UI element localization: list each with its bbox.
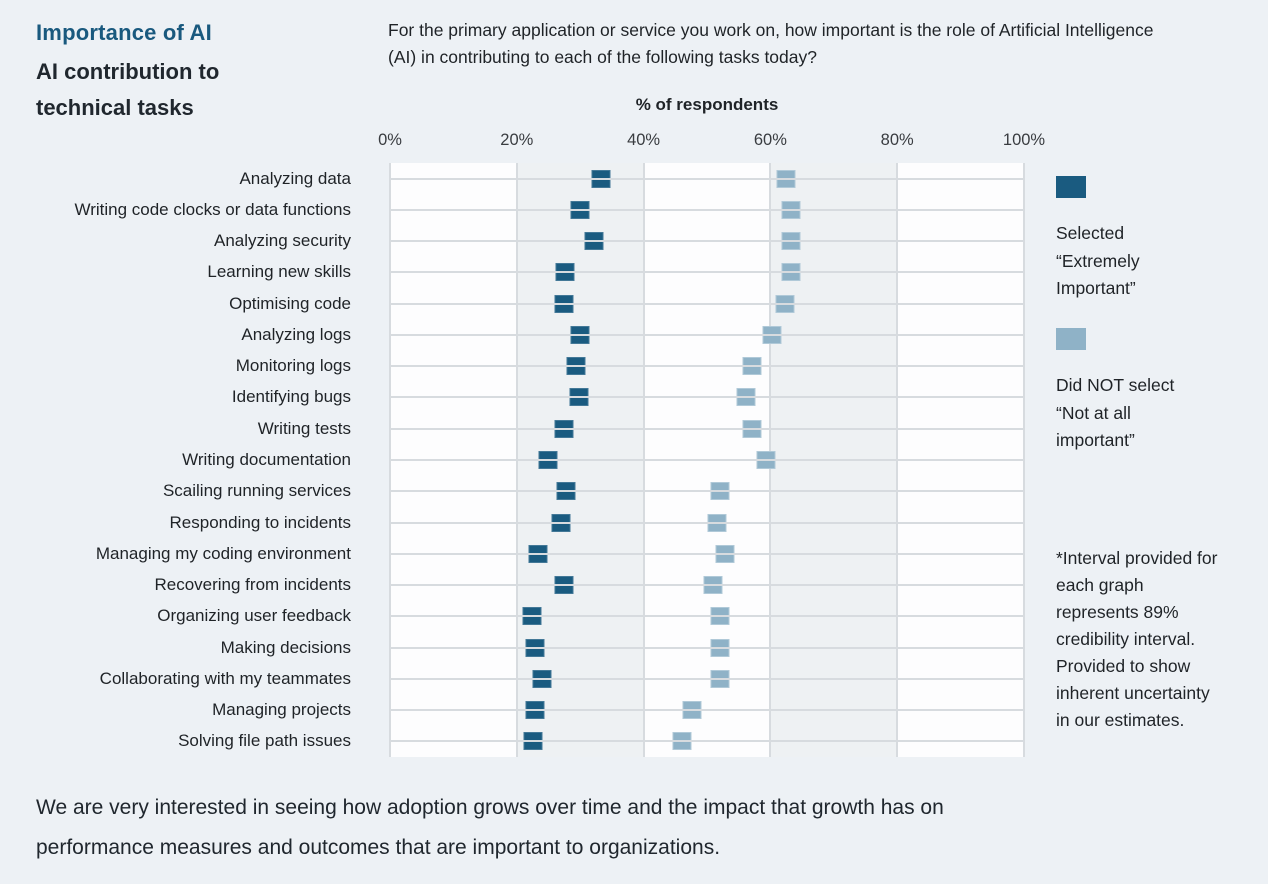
legend-swatch-extremely-important — [1056, 176, 1086, 198]
row-gridline — [390, 427, 1024, 430]
row-gridline — [390, 646, 1024, 649]
category-label: Solving file path issues — [178, 731, 351, 751]
category-label: Responding to incidents — [169, 512, 351, 532]
legend-label-extremely-important: Selected “Extremely Important” — [1056, 223, 1140, 298]
category-label: Identifying bugs — [231, 387, 351, 407]
chart-row — [390, 507, 1024, 538]
chart-row — [390, 569, 1024, 600]
row-gridline — [390, 584, 1024, 587]
x-tick-label: 100% — [1002, 131, 1046, 149]
row-gridline — [390, 677, 1024, 680]
category-label: Scailing running services — [162, 481, 351, 501]
row-gridline — [390, 302, 1024, 305]
category-label: Managing projects — [212, 700, 351, 720]
chart-row — [390, 382, 1024, 413]
chart-row — [390, 726, 1024, 757]
chart-plot — [389, 163, 1025, 757]
row-gridline — [390, 458, 1024, 461]
chart-row — [390, 538, 1024, 569]
row-gridline — [390, 208, 1024, 211]
chart-row — [390, 194, 1024, 225]
row-gridline — [390, 740, 1024, 743]
credibility-interval-footnote: *Interval provided for each graph repres… — [1056, 548, 1218, 730]
category-labels-column: Analyzing data Writing code clocks or dat… — [0, 163, 351, 757]
legend-label-not-unimportant: Did NOT select “Not at all important” — [1056, 375, 1175, 450]
category-label: Monitoring logs — [235, 356, 351, 376]
chart-row — [390, 257, 1024, 288]
category-label: Making decisions — [220, 637, 351, 657]
bottom-caption: We are very interested in seeing how ado… — [36, 796, 944, 859]
x-tick-label: 80% — [880, 131, 914, 149]
row-gridline — [390, 396, 1024, 399]
row-gridline — [390, 552, 1024, 555]
row-gridline — [390, 490, 1024, 493]
chart-row — [390, 163, 1024, 194]
category-label: Analyzing logs — [241, 324, 351, 344]
category-label: Writing tests — [257, 418, 351, 438]
vertical-gridline — [1023, 163, 1025, 757]
row-gridline — [390, 333, 1024, 336]
category-label: Collaborating with my teammates — [99, 668, 351, 688]
category-label: Writing documentation — [182, 449, 351, 469]
x-tick-label: 40% — [627, 131, 661, 149]
x-tick-label: 60% — [753, 131, 787, 149]
legend-item-not-unimportant: Did NOT select “Not at all important” — [1056, 328, 1211, 455]
chart-row — [390, 413, 1024, 444]
figure-title: AI contribution to technical tasks — [36, 59, 220, 120]
chart-row — [390, 663, 1024, 694]
category-label: Managing my coding environment — [95, 543, 351, 563]
x-axis-ticks: 0% 20% 40% 60% 80% 100% — [378, 131, 1045, 153]
category-label: Learning new skills — [207, 262, 351, 282]
row-gridline — [390, 615, 1024, 618]
x-tick-label: 0% — [378, 131, 402, 149]
category-label: Analyzing data — [239, 168, 351, 188]
category-label: Analyzing security — [213, 231, 351, 251]
row-gridline — [390, 271, 1024, 274]
category-label: Recovering from incidents — [154, 575, 351, 595]
category-label: Optimising code — [229, 293, 351, 313]
chart-row — [390, 288, 1024, 319]
row-gridline — [390, 177, 1024, 180]
row-gridline — [390, 365, 1024, 368]
row-gridline — [390, 521, 1024, 524]
chart-row — [390, 319, 1024, 350]
row-gridline — [390, 709, 1024, 712]
x-axis-title: % of respondents — [635, 95, 779, 114]
figure-kicker: Importance of AI — [36, 20, 212, 45]
chart-row — [390, 632, 1024, 663]
x-tick-label: 20% — [500, 131, 534, 149]
chart-row — [390, 226, 1024, 257]
chart-row — [390, 476, 1024, 507]
legend-swatch-not-unimportant — [1056, 328, 1086, 350]
chart-row — [390, 601, 1024, 632]
category-label: Writing code clocks or data functions — [74, 199, 351, 219]
row-gridline — [390, 240, 1024, 243]
category-label: Organizing user feedback — [157, 606, 351, 626]
chart-rows — [390, 163, 1024, 757]
chart-row — [390, 351, 1024, 382]
chart-row — [390, 444, 1024, 475]
chart-row — [390, 694, 1024, 725]
survey-question-text: For the primary application or service y… — [388, 20, 1154, 67]
legend-item-extremely-important: Selected “Extremely Important” — [1056, 176, 1211, 303]
